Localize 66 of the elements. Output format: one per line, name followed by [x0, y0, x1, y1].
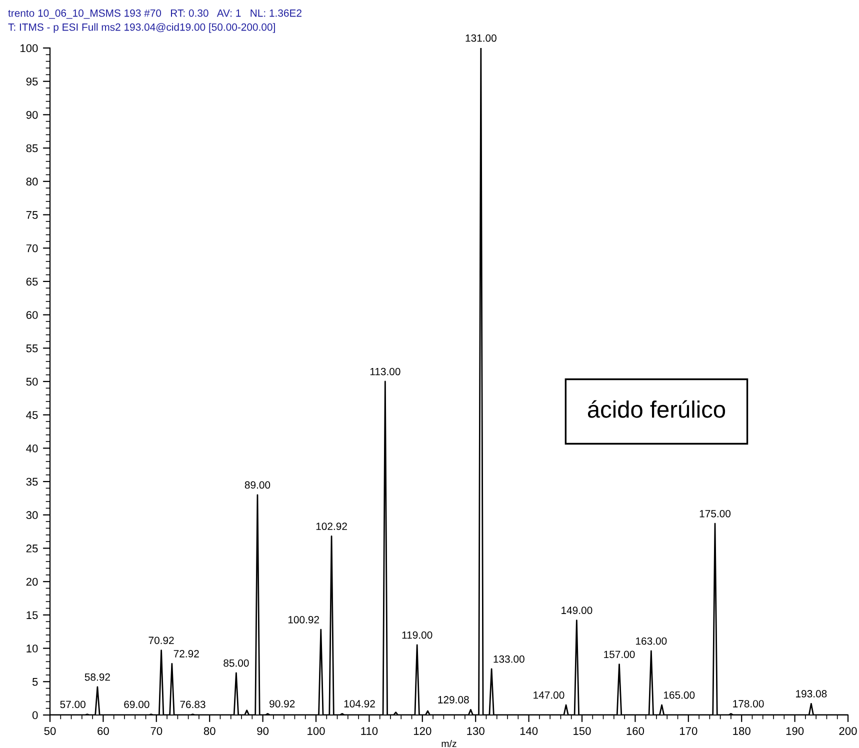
x-tick-label: 60 [98, 727, 109, 735]
y-tick-label: 90 [26, 110, 38, 119]
x-tick-label: 90 [257, 727, 269, 735]
y-tick-label: 30 [26, 511, 38, 520]
y-tick-label: 100 [20, 44, 38, 52]
annotation: 131.00 [466, 34, 496, 42]
y-tick-label: 0 [32, 711, 38, 720]
annotation: 163.00 [636, 637, 667, 645]
y-tick-label: 85 [26, 144, 38, 152]
x-tick-label: 130 [467, 727, 484, 735]
y-tick-label: 65 [26, 278, 38, 286]
y-tick-label: 35 [26, 478, 38, 486]
x-tick-label: 160 [626, 727, 644, 735]
x-tick-label: 200 [839, 727, 857, 735]
x-tick-label: 140 [520, 727, 538, 735]
annotation: 85.00 [224, 659, 249, 667]
x-tick-label: 50 [44, 727, 56, 735]
annotation: 157.00 [604, 650, 635, 658]
annotation: 69.00 [124, 700, 150, 708]
x-tick-label: 100 [308, 727, 325, 735]
y-tick-label: 10 [26, 644, 38, 652]
annotation: 100.92 [288, 616, 319, 624]
y-tick-label: 70 [26, 244, 38, 252]
y-tick-label: 95 [26, 78, 38, 86]
x-tick-label: 110 [361, 727, 378, 735]
annotation: 70.92 [148, 636, 174, 644]
y-tick-label: 60 [26, 311, 38, 319]
y-tick-label: 55 [26, 344, 38, 352]
y-tick-label: 45 [26, 411, 38, 419]
annotation: 133.00 [494, 655, 524, 663]
annotation: 119.00 [402, 631, 432, 639]
x-tick-label: 80 [204, 727, 216, 735]
annotation: 104.92 [344, 700, 375, 708]
annotation: 90.92 [270, 700, 295, 708]
x-axis-title: m/z [442, 740, 456, 748]
x-tick-label: 170 [680, 727, 698, 735]
chart-title: trento 10_06_10_MSMS 193 #70 RT: 0.30 AV: 1 NL: 1.36E2 [8, 9, 302, 19]
annotation: 193.08 [796, 690, 827, 698]
annotation: 102.92 [316, 522, 347, 530]
x-tick-label: 120 [414, 727, 432, 735]
y-tick-label: 80 [26, 178, 38, 186]
annotation: 149.00 [562, 606, 592, 614]
y-tick-label: 25 [26, 544, 38, 552]
x-tick-label: 190 [786, 727, 804, 735]
annotation: 58.92 [84, 673, 110, 681]
annotation: 165.00 [664, 691, 695, 699]
y-tick-label: 5 [32, 678, 38, 686]
chart-subtitle: T: ITMS - p ESI Full ms2 193.04@cid19.00 [50.00-200.00] [8, 23, 275, 33]
annotation: 72.92 [174, 650, 199, 658]
annotation: 178.00 [733, 700, 764, 708]
annotation: 89.00 [244, 481, 270, 489]
x-tick-label: 150 [574, 727, 591, 735]
y-tick-label: 40 [26, 444, 38, 452]
y-tick-label: 50 [26, 378, 38, 386]
annotation: 175.00 [700, 510, 731, 518]
x-tick-label: 70 [150, 727, 162, 735]
annotation: 57.00 [60, 700, 86, 708]
y-tick-label: 20 [26, 578, 38, 586]
annotation: 76.83 [180, 700, 206, 708]
annotation: 113.00 [370, 368, 400, 376]
y-tick-label: 15 [26, 611, 38, 620]
y-tick-label: 75 [26, 211, 38, 219]
annotation: ácido ferúlico [588, 400, 726, 418]
x-tick-label: 180 [733, 727, 750, 735]
annotation: 147.00 [534, 691, 564, 699]
annotation: 129.08 [438, 696, 469, 704]
